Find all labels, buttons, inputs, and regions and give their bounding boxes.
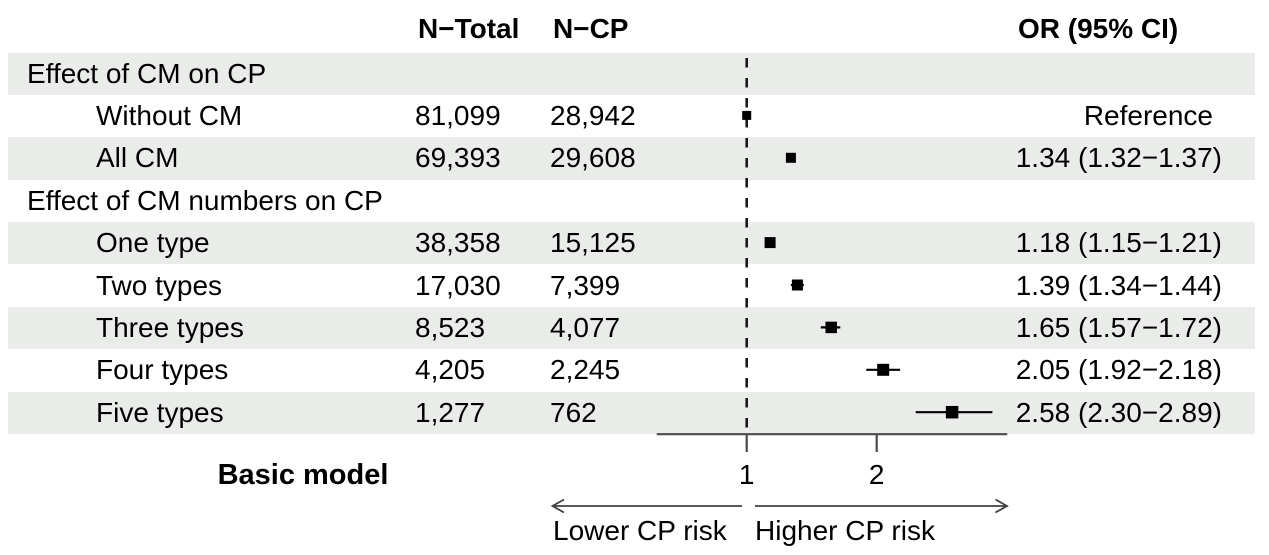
- n-total-value: 8,523: [415, 311, 486, 343]
- row-label: Two types: [96, 269, 223, 301]
- n-total-value: 1,277: [415, 396, 486, 428]
- or-ci-value: 1.39 (1.34−1.44): [1015, 269, 1222, 301]
- row-label: Without CM: [96, 99, 243, 131]
- column-header-n-total: N−Total: [418, 13, 520, 44]
- n-total-value: 17,030: [415, 269, 501, 301]
- table-row: Two types 17,030 7,399 1.39 (1.34−1.44): [0, 265, 1269, 307]
- lower-risk-arrow-icon: [550, 498, 742, 514]
- or-ci-value: 2.05 (1.92−2.18): [1015, 354, 1222, 386]
- higher-risk-arrow-icon: [755, 498, 1009, 514]
- n-total-value: 69,393: [415, 142, 501, 174]
- or-ci-value: 2.58 (2.30−2.89): [1015, 396, 1222, 428]
- table-row: Five types 1,277 762 2.58 (2.30−2.89): [0, 391, 1269, 435]
- n-total-value: 81,099: [415, 99, 501, 131]
- section-label: Effect of CM on CP: [27, 57, 267, 89]
- row-label: Five types: [96, 396, 224, 428]
- section-label: Effect of CM numbers on CP: [27, 184, 383, 216]
- column-header-n-cp: N−CP: [553, 13, 629, 44]
- higher-risk-label: Higher CP risk: [755, 515, 935, 546]
- table-row: Three types 8,523 4,077 1.65 (1.57−1.72): [0, 306, 1269, 350]
- n-cp-value: 7,399: [550, 269, 621, 301]
- n-cp-value: 762: [550, 396, 597, 428]
- table-row: One type 38,358 15,125 1.18 (1.15−1.21): [0, 222, 1269, 265]
- row-label: Three types: [96, 311, 244, 343]
- row-stripe: [8, 52, 1255, 95]
- x-axis-tick-label-1: 1: [738, 459, 755, 490]
- row-stripe: [8, 391, 1255, 435]
- n-cp-value: 4,077: [550, 311, 621, 343]
- row-label: One type: [96, 227, 210, 259]
- row-label: Four types: [96, 354, 229, 386]
- table-row: Effect of CM numbers on CP: [0, 180, 1269, 222]
- table-row: Four types 4,205 2,245 2.05 (1.92−2.18): [0, 349, 1269, 391]
- model-name-label: Basic model: [217, 459, 389, 491]
- or-ci-value: 1.65 (1.57−1.72): [1015, 311, 1222, 343]
- n-total-value: 4,205: [415, 354, 486, 386]
- n-total-value: 38,358: [415, 227, 501, 259]
- lower-risk-label: Lower CP risk: [553, 515, 727, 546]
- n-cp-value: 2,245: [550, 354, 621, 386]
- n-cp-value: 29,608: [550, 142, 636, 174]
- row-stripe: [8, 222, 1255, 265]
- n-cp-value: 28,942: [550, 99, 636, 131]
- table-row: All CM 69,393 29,608 1.34 (1.32−1.37): [0, 137, 1269, 180]
- row-stripe: [8, 137, 1255, 180]
- x-axis-tick-label-2: 2: [868, 459, 885, 490]
- n-cp-value: 15,125: [550, 227, 636, 259]
- table-row: Effect of CM on CP: [0, 52, 1269, 95]
- or-ci-value: 1.18 (1.15−1.21): [1015, 227, 1222, 259]
- row-stripe: [8, 306, 1255, 350]
- row-label: All CM: [96, 142, 179, 174]
- table-row: Without CM 81,099 28,942 Reference: [0, 95, 1269, 137]
- or-ci-value: Reference: [1083, 99, 1213, 131]
- or-ci-value: 1.34 (1.32−1.37): [1015, 142, 1222, 174]
- column-header-or-ci: OR (95% CI): [1018, 13, 1179, 44]
